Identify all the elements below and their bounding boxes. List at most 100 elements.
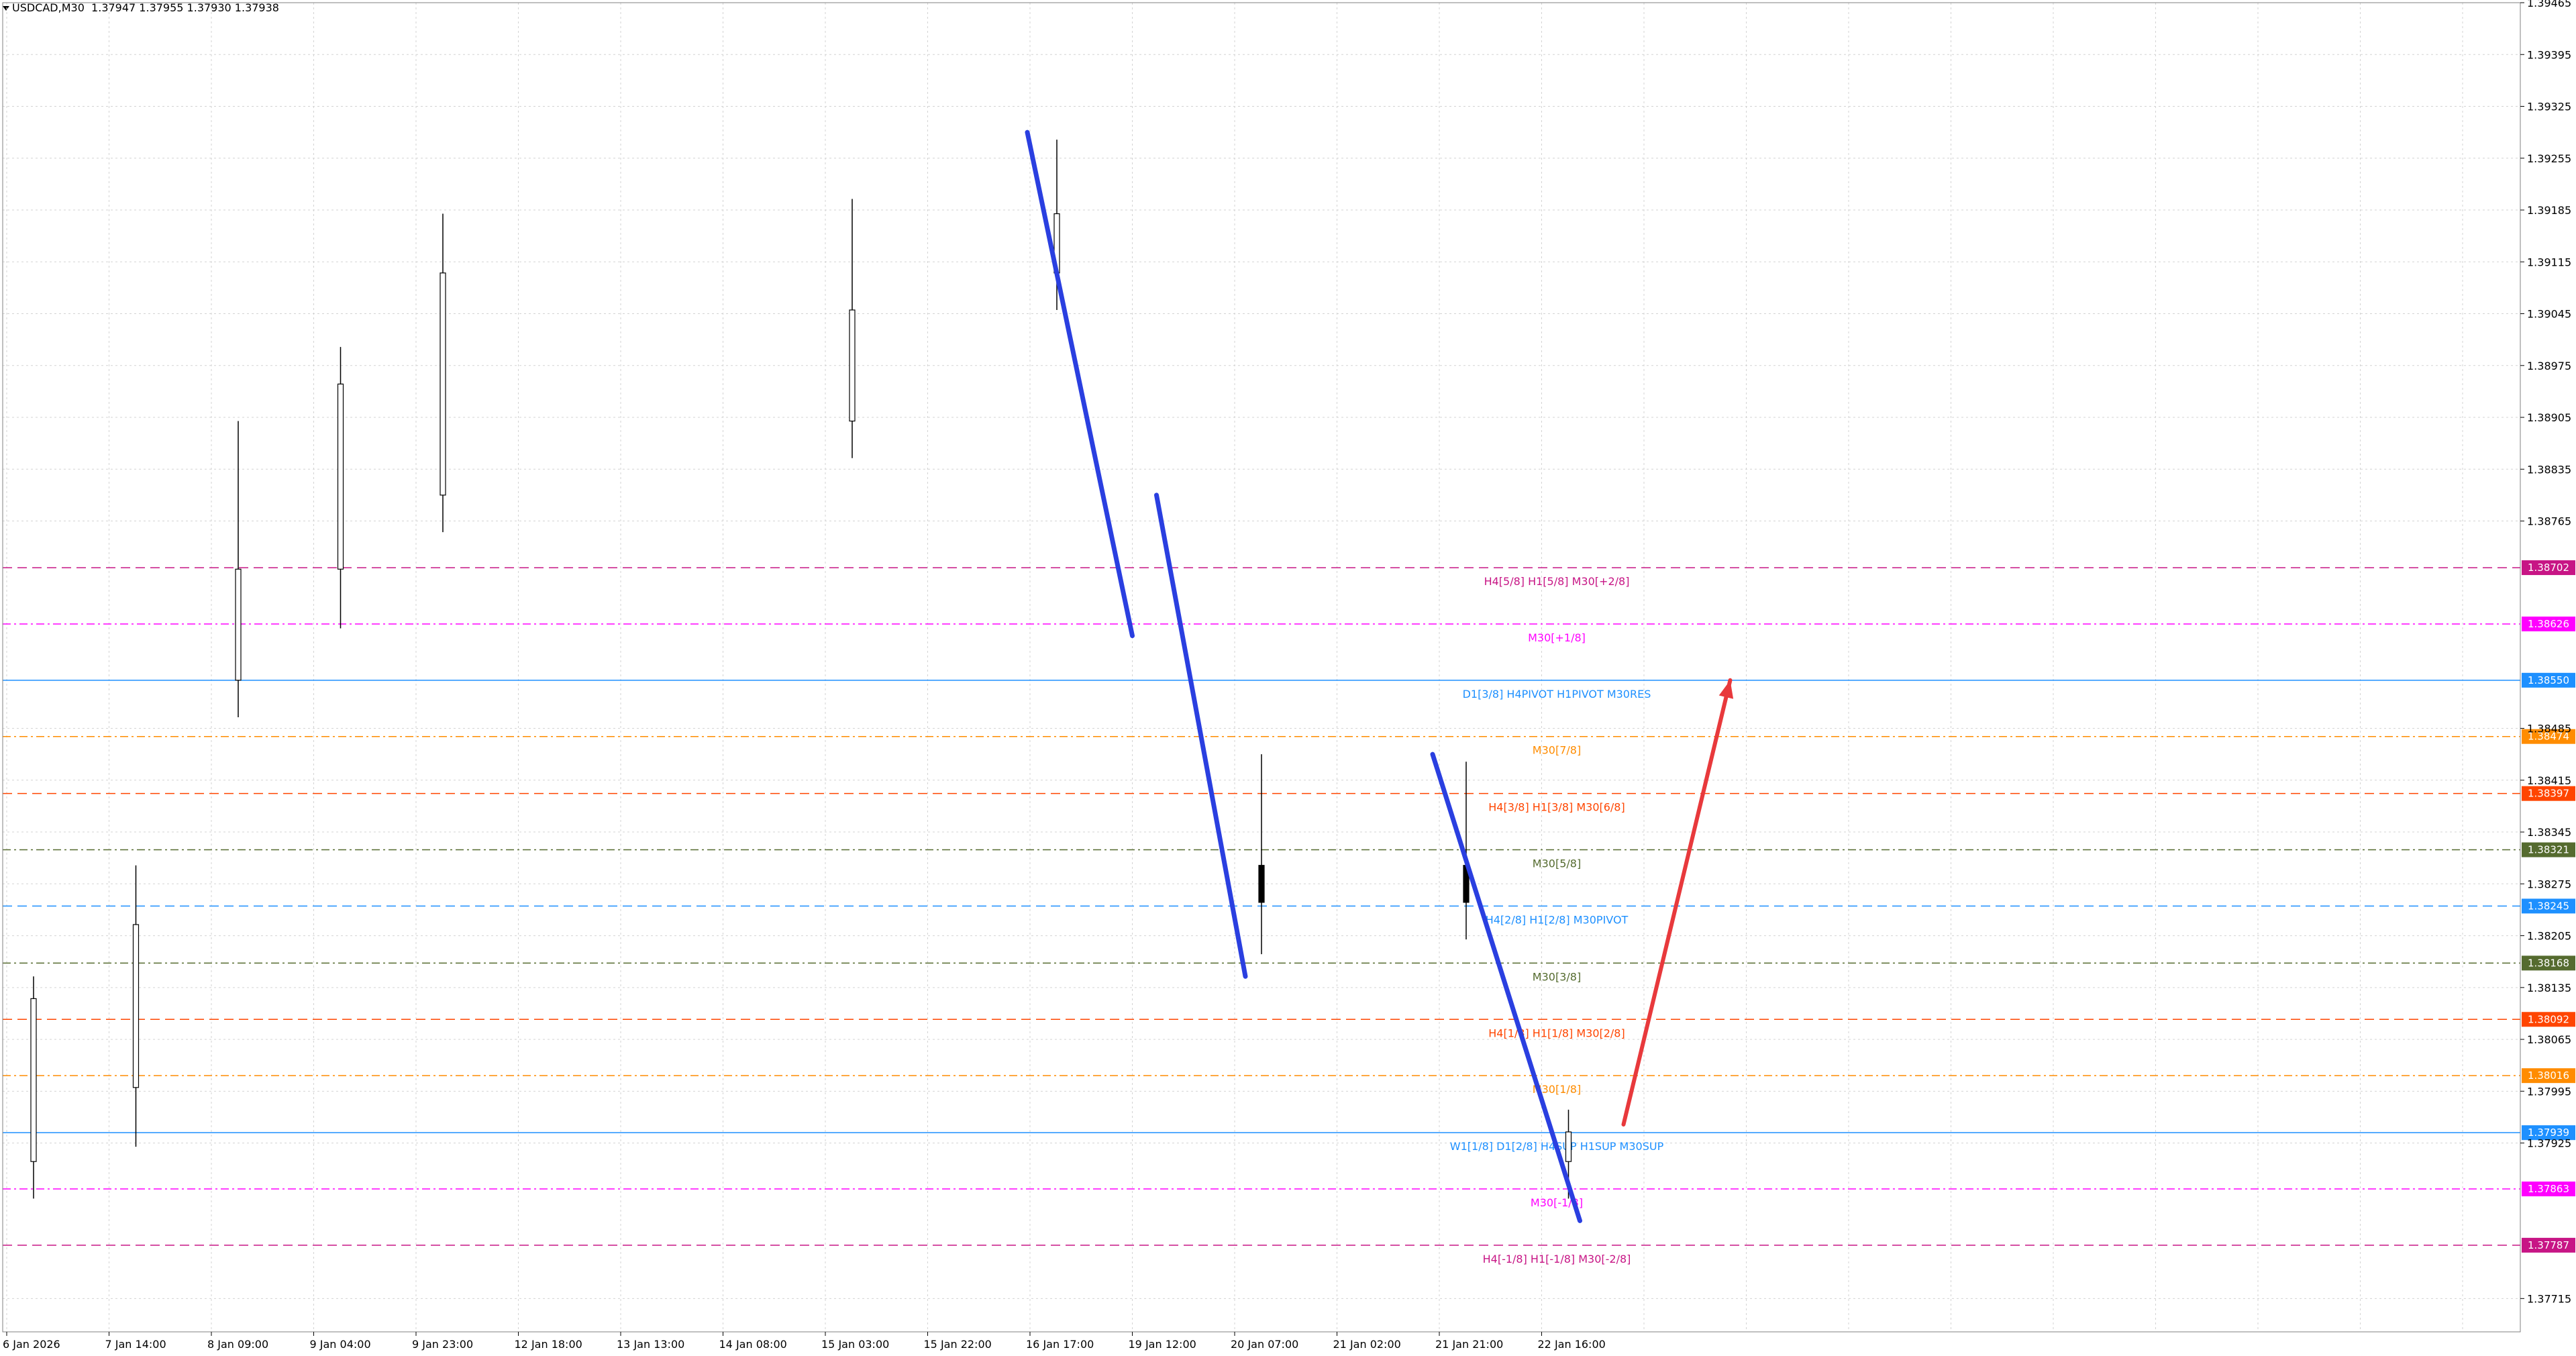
price-tag-label: 1.38016 <box>2528 1070 2569 1082</box>
time-tick-label: 21 Jan 21:00 <box>1435 1338 1503 1351</box>
candle-body <box>235 568 242 681</box>
candle-body <box>1258 865 1265 903</box>
price-tag-label: 1.37939 <box>2528 1127 2569 1139</box>
price-tag <box>2522 616 2575 631</box>
level-label: D1[3/8] H4PIVOT H1PIVOT M30RES <box>1463 688 1651 700</box>
level-label: H4[2/8] H1[2/8] M30PIVOT <box>1486 913 1629 926</box>
time-tick-label: 9 Jan 04:00 <box>310 1338 371 1351</box>
price-tag <box>2522 955 2575 971</box>
price-tag <box>2522 1182 2575 1197</box>
annotations-layer[interactable] <box>1025 129 1734 1223</box>
price-tag-label: 1.38092 <box>2528 1013 2569 1025</box>
price-tag-label: 1.38397 <box>2528 788 2569 800</box>
time-tick-label: 13 Jan 13:00 <box>617 1338 684 1351</box>
price-tick-label: 1.38415 <box>2527 774 2571 787</box>
trendline[interactable] <box>1025 129 1135 639</box>
price-tick-label: 1.39395 <box>2527 48 2571 61</box>
price-axis[interactable]: 1.38702 1.38626 1.38550 1.38474 1.38397 1.383… <box>2520 0 2575 1305</box>
time-tick-label: 12 Jan 18:00 <box>515 1338 582 1351</box>
price-tag <box>2522 672 2575 688</box>
frame <box>2 2 2521 1333</box>
ohlc-text: 1.37947 1.37955 1.37930 1.37938 <box>91 1 279 14</box>
level-label: M30[+1/8] <box>1528 631 1586 644</box>
time-tick-label: 15 Jan 03:00 <box>821 1338 889 1351</box>
price-tag-label: 1.37787 <box>2528 1239 2569 1251</box>
price-tag-label: 1.38626 <box>2528 618 2569 630</box>
time-tick-label: 21 Jan 02:00 <box>1333 1338 1401 1351</box>
time-tick-label: 8 Jan 09:00 <box>207 1338 268 1351</box>
time-tick-label: 7 Jan 14:00 <box>105 1338 166 1351</box>
price-tag <box>2522 729 2575 744</box>
price-tick-label: 1.39325 <box>2527 101 2571 113</box>
price-tick-label: 1.39115 <box>2527 256 2571 268</box>
price-tick-label: 1.38905 <box>2527 411 2571 424</box>
price-tick-label: 1.37715 <box>2527 1292 2571 1305</box>
price-tag <box>2522 1237 2575 1253</box>
level-label: H4[5/8] H1[5/8] M30[+2/8] <box>1484 575 1630 588</box>
price-tag-label: 1.38245 <box>2528 900 2569 912</box>
price-tick-label: 1.38975 <box>2527 360 2571 372</box>
time-axis[interactable]: 6 Jan 2026 7 Jan 14:00 8 Jan 09:00 9 Jan 04… <box>3 1332 1606 1351</box>
price-tag <box>2522 1012 2575 1027</box>
price-tag <box>2522 786 2575 801</box>
time-tick-label: 19 Jan 12:00 <box>1129 1338 1196 1351</box>
price-tick-label: 1.38275 <box>2527 878 2571 890</box>
candle-body <box>30 998 37 1162</box>
plot-frame <box>2 2 2521 1333</box>
price-tag-label: 1.38702 <box>2528 562 2569 574</box>
symbol-text: USDCAD,M30 <box>12 1 85 14</box>
candle-body <box>337 383 344 570</box>
price-tag-label: 1.37863 <box>2528 1183 2569 1195</box>
arrow-shaft[interactable] <box>1621 678 1733 1127</box>
price-tick-label: 1.37925 <box>2527 1137 2571 1150</box>
menu-triangle-icon[interactable] <box>3 6 9 11</box>
time-tick-label: 16 Jan 17:00 <box>1026 1338 1094 1351</box>
level-label: M30[-1/8] <box>1531 1196 1583 1209</box>
candles-layer <box>30 140 1572 1199</box>
price-tick-label: 1.38485 <box>2527 723 2571 735</box>
level-label: H4[3/8] H1[3/8] M30[6/8] <box>1488 801 1625 814</box>
level-label: M30[1/8] <box>1533 1083 1581 1096</box>
price-tick-label: 1.38345 <box>2527 826 2571 839</box>
price-tick-label: 1.39255 <box>2527 152 2571 165</box>
price-tick-label: 1.38835 <box>2527 463 2571 476</box>
price-tick-label: 1.37995 <box>2527 1085 2571 1098</box>
time-tick-label: 9 Jan 23:00 <box>412 1338 473 1351</box>
level-label: M30[3/8] <box>1533 970 1581 983</box>
trendline[interactable] <box>1154 492 1248 979</box>
level-label: H4[-1/8] H1[-1/8] M30[-2/8] <box>1483 1253 1631 1265</box>
price-tag-label: 1.38550 <box>2528 674 2569 686</box>
levels-layer: H4[5/8] H1[5/8] M30[+2/8] M30[+1/8] D1[3/8… <box>3 567 2520 1265</box>
level-label: H4[1/8] H1[1/8] M30[2/8] <box>1488 1027 1625 1039</box>
chart-header: USDCAD,M30 1.37947 1.37955 1.37930 1.379… <box>3 1 279 14</box>
price-tag-label: 1.38321 <box>2528 844 2569 856</box>
price-tick-label: 1.39465 <box>2527 0 2571 9</box>
time-tick-label: 6 Jan 2026 <box>3 1338 60 1351</box>
price-tick-label: 1.39045 <box>2527 308 2571 321</box>
price-tick-label: 1.38205 <box>2527 930 2571 943</box>
candle-body <box>132 924 140 1088</box>
level-label: M30[7/8] <box>1533 744 1581 757</box>
arrow-head[interactable] <box>1718 680 1734 699</box>
price-tag <box>2522 898 2575 914</box>
price-tag <box>2522 842 2575 857</box>
trendline[interactable] <box>1430 751 1582 1223</box>
time-tick-label: 15 Jan 22:00 <box>924 1338 992 1351</box>
candle-body <box>440 272 446 496</box>
time-tick-label: 20 Jan 07:00 <box>1231 1338 1298 1351</box>
price-tag-label: 1.38168 <box>2528 957 2569 969</box>
level-label: M30[5/8] <box>1533 857 1581 870</box>
price-tag <box>2522 560 2575 576</box>
candle-body <box>1565 1131 1572 1162</box>
price-tick-label: 1.39185 <box>2527 204 2571 217</box>
price-tag <box>2522 1068 2575 1084</box>
price-tick-label: 1.38765 <box>2527 515 2571 528</box>
time-tick-label: 14 Jan 08:00 <box>719 1338 787 1351</box>
time-tick-label: 22 Jan 16:00 <box>1538 1338 1606 1351</box>
candle-body <box>849 309 856 422</box>
price-tick-label: 1.38135 <box>2527 982 2571 994</box>
price-tag <box>2522 1125 2575 1141</box>
price-tick-label: 1.38065 <box>2527 1033 2571 1046</box>
